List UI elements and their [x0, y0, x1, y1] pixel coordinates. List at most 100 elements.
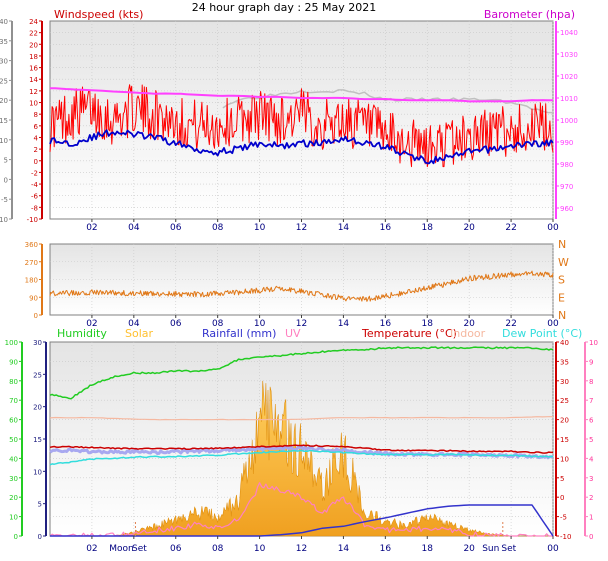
x-tick-label: 08: [212, 544, 224, 554]
x-tick-label: 00: [547, 319, 559, 329]
x-tick-label: 12: [296, 319, 307, 329]
x-tick-label: 00: [547, 223, 559, 233]
baro-axis-label: 1020: [560, 73, 578, 81]
x-tick-label: 02: [86, 319, 97, 329]
uv-axis-label: 7: [589, 397, 593, 405]
humidity-axis-label: 30: [9, 475, 18, 483]
wind-outer-axis-label: 25: [0, 77, 8, 85]
uv-axis-label: 10: [589, 339, 598, 347]
uv-legend: UV: [285, 327, 301, 340]
rain-axis-label: 0: [38, 533, 42, 541]
temp-axis-label: 5: [560, 475, 564, 483]
direction-axis-label: 270: [25, 259, 38, 267]
x-tick-label: 04: [128, 319, 140, 329]
temp-axis-label: 40: [560, 339, 569, 347]
humidity-axis-label: 90: [9, 358, 18, 366]
wind-axis-label: -8: [31, 204, 38, 212]
humidity-axis-label: 10: [9, 514, 18, 522]
x-tick-label: 20: [463, 223, 475, 233]
wind-axis-label: 24: [29, 18, 38, 26]
moon-annotation: Moon: [109, 544, 133, 554]
wind-outer-axis-label: 30: [0, 58, 8, 66]
temperature-legend: Temperature (°C): [361, 327, 457, 340]
windspeed-label: Windspeed (kts): [54, 8, 143, 21]
x-tick-label: 10: [254, 319, 266, 329]
x-tick-label: 06: [170, 319, 182, 329]
wind-axis-label: 18: [29, 53, 38, 61]
humidity-axis-label: 50: [9, 436, 18, 444]
wind-outer-axis-label: 40: [0, 18, 8, 26]
temp-axis-label: 10: [560, 455, 569, 463]
wind-axis-label: 20: [29, 41, 38, 49]
dewpoint-line: [49, 449, 554, 466]
temp-axis-label: 0: [560, 494, 564, 502]
temp-axis-label: -5: [560, 514, 567, 522]
rain-axis-label: 30: [33, 339, 42, 347]
wind-axis-label: 12: [29, 88, 38, 96]
barometer-label: Barometer (hpa): [484, 8, 575, 21]
rain-axis-label: 20: [33, 404, 42, 412]
uv-axis-label: 3: [589, 475, 593, 483]
uv-axis-label: 8: [589, 378, 593, 386]
sun-annotation: Sun: [482, 544, 499, 554]
humidity-axis-label: 60: [9, 417, 18, 425]
x-tick-label: 16: [380, 544, 392, 554]
wind-average-line: [49, 129, 554, 165]
x-tick-label: 12: [296, 223, 307, 233]
rain-axis-label: 10: [33, 468, 42, 476]
uv-axis-label: 1: [589, 514, 593, 522]
wind-axis-label: 0: [34, 158, 38, 166]
temp-axis-label: 30: [560, 378, 569, 386]
wind-axis-label: -10: [27, 216, 38, 224]
x-tick-label: 00: [547, 544, 559, 554]
barometer-line: [49, 87, 553, 103]
baro-axis-label: 960: [560, 205, 573, 213]
compass-label: S: [558, 274, 565, 287]
humidity-axis-label: 20: [9, 494, 18, 502]
x-tick-label: 12: [296, 544, 307, 554]
chart-title: 24 hour graph day : 25 May 2021: [192, 1, 377, 14]
uv-axis-label: 6: [589, 417, 594, 425]
wind-axis-label: 2: [34, 146, 38, 154]
temp-axis-label: 35: [560, 358, 569, 366]
uv-axis-label: 9: [589, 358, 593, 366]
baro-axis-label: 1030: [560, 51, 578, 59]
wind-axis-label: 6: [34, 123, 39, 131]
rain-axis-label: 25: [33, 371, 42, 379]
humidity-axis-label: 70: [9, 397, 18, 405]
rain-axis-label: 15: [33, 436, 42, 444]
temperature-line: [49, 444, 553, 454]
compass-label: N: [558, 309, 566, 322]
x-tick-label: 10: [254, 544, 266, 554]
wind-outer-axis-label: 20: [0, 97, 8, 105]
compass-label: W: [558, 256, 569, 269]
x-tick-label: 08: [212, 223, 224, 233]
x-tick-label: 22: [505, 223, 516, 233]
dewpoint-legend: Dew Point (°C): [502, 327, 582, 340]
wind-axis-label: 16: [29, 65, 38, 73]
temp-axis-label: -10: [560, 533, 571, 541]
x-tick-label: 06: [170, 223, 182, 233]
wind-axis-label: -2: [31, 169, 38, 177]
temp-axis-label: 25: [560, 397, 569, 405]
baro-axis-label: 990: [560, 139, 573, 147]
x-tick-label: 20: [463, 544, 475, 554]
baro-axis-label: 1010: [560, 95, 578, 103]
uv-axis-label: 5: [589, 436, 593, 444]
wind-axis-label: 14: [29, 76, 38, 84]
sun-set-annotation: Set: [501, 544, 516, 554]
wind-outer-axis-label: 35: [0, 38, 8, 46]
x-tick-label: 14: [338, 544, 350, 554]
temp-axis-label: 15: [560, 436, 569, 444]
x-tick-label: 16: [380, 319, 392, 329]
wind-axis-label: -6: [31, 193, 39, 201]
x-tick-label: 22: [505, 319, 516, 329]
x-tick-label: 02: [86, 544, 97, 554]
rainfall-legend: Rainfall (mm): [202, 327, 276, 340]
uv-axis-label: 2: [589, 494, 593, 502]
wind-outer-axis-label: -5: [1, 196, 8, 204]
direction-axis-label: 0: [34, 312, 38, 320]
moon-set-annotation: Set: [132, 544, 147, 554]
humidity-axis-label: 0: [14, 533, 18, 541]
